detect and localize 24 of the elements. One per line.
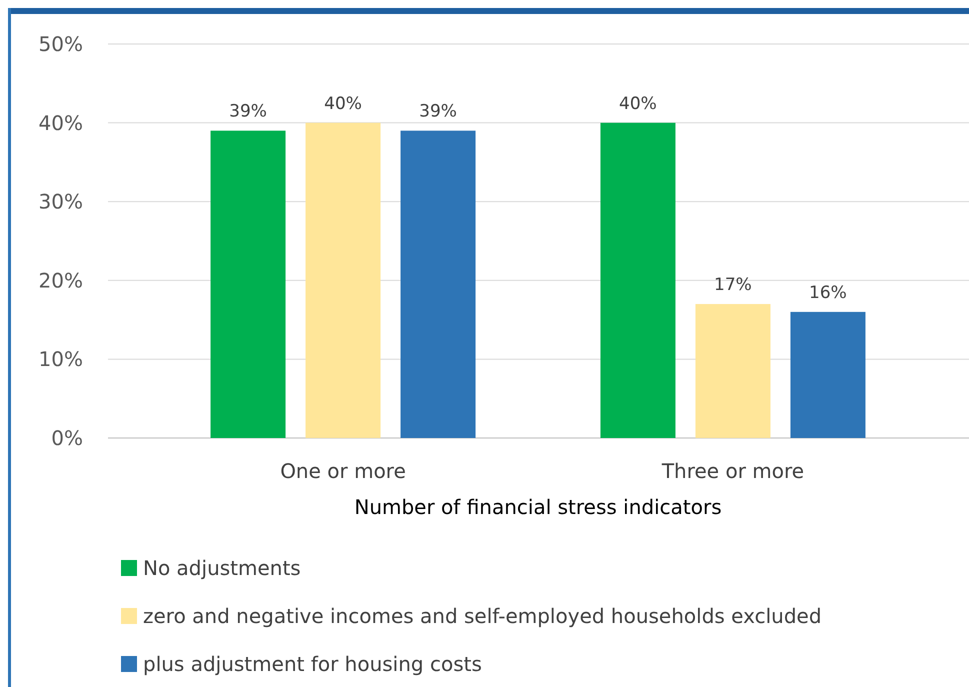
data-label: 17% xyxy=(714,275,752,296)
data-label: 39% xyxy=(229,102,267,122)
y-tick-label: 30% xyxy=(38,190,83,214)
bar xyxy=(400,130,476,438)
x-tick-label: Three or more xyxy=(660,459,804,483)
data-label: 16% xyxy=(809,282,847,303)
y-tick-label: 40% xyxy=(38,110,83,135)
bar xyxy=(600,122,676,438)
y-tick-label: 0% xyxy=(51,426,83,450)
x-axis-title: Number of financial stress indicators xyxy=(354,495,722,519)
data-label: 40% xyxy=(619,94,657,114)
x-tick-label: One or more xyxy=(280,459,406,483)
data-label: 40% xyxy=(324,94,362,114)
y-tick-label: 20% xyxy=(38,268,83,292)
bar xyxy=(790,312,866,438)
y-tick-label: 10% xyxy=(38,347,83,372)
bar xyxy=(210,130,286,438)
bar xyxy=(695,304,770,438)
y-tick-label: 50% xyxy=(38,32,83,56)
data-label: 39% xyxy=(419,102,457,122)
legend-label: zero and negative incomes and self-employed households excluded xyxy=(143,604,822,628)
legend-label: plus adjustment for housing costs xyxy=(143,652,482,676)
legend-label: No adjustments xyxy=(143,556,301,580)
bar xyxy=(306,122,381,438)
